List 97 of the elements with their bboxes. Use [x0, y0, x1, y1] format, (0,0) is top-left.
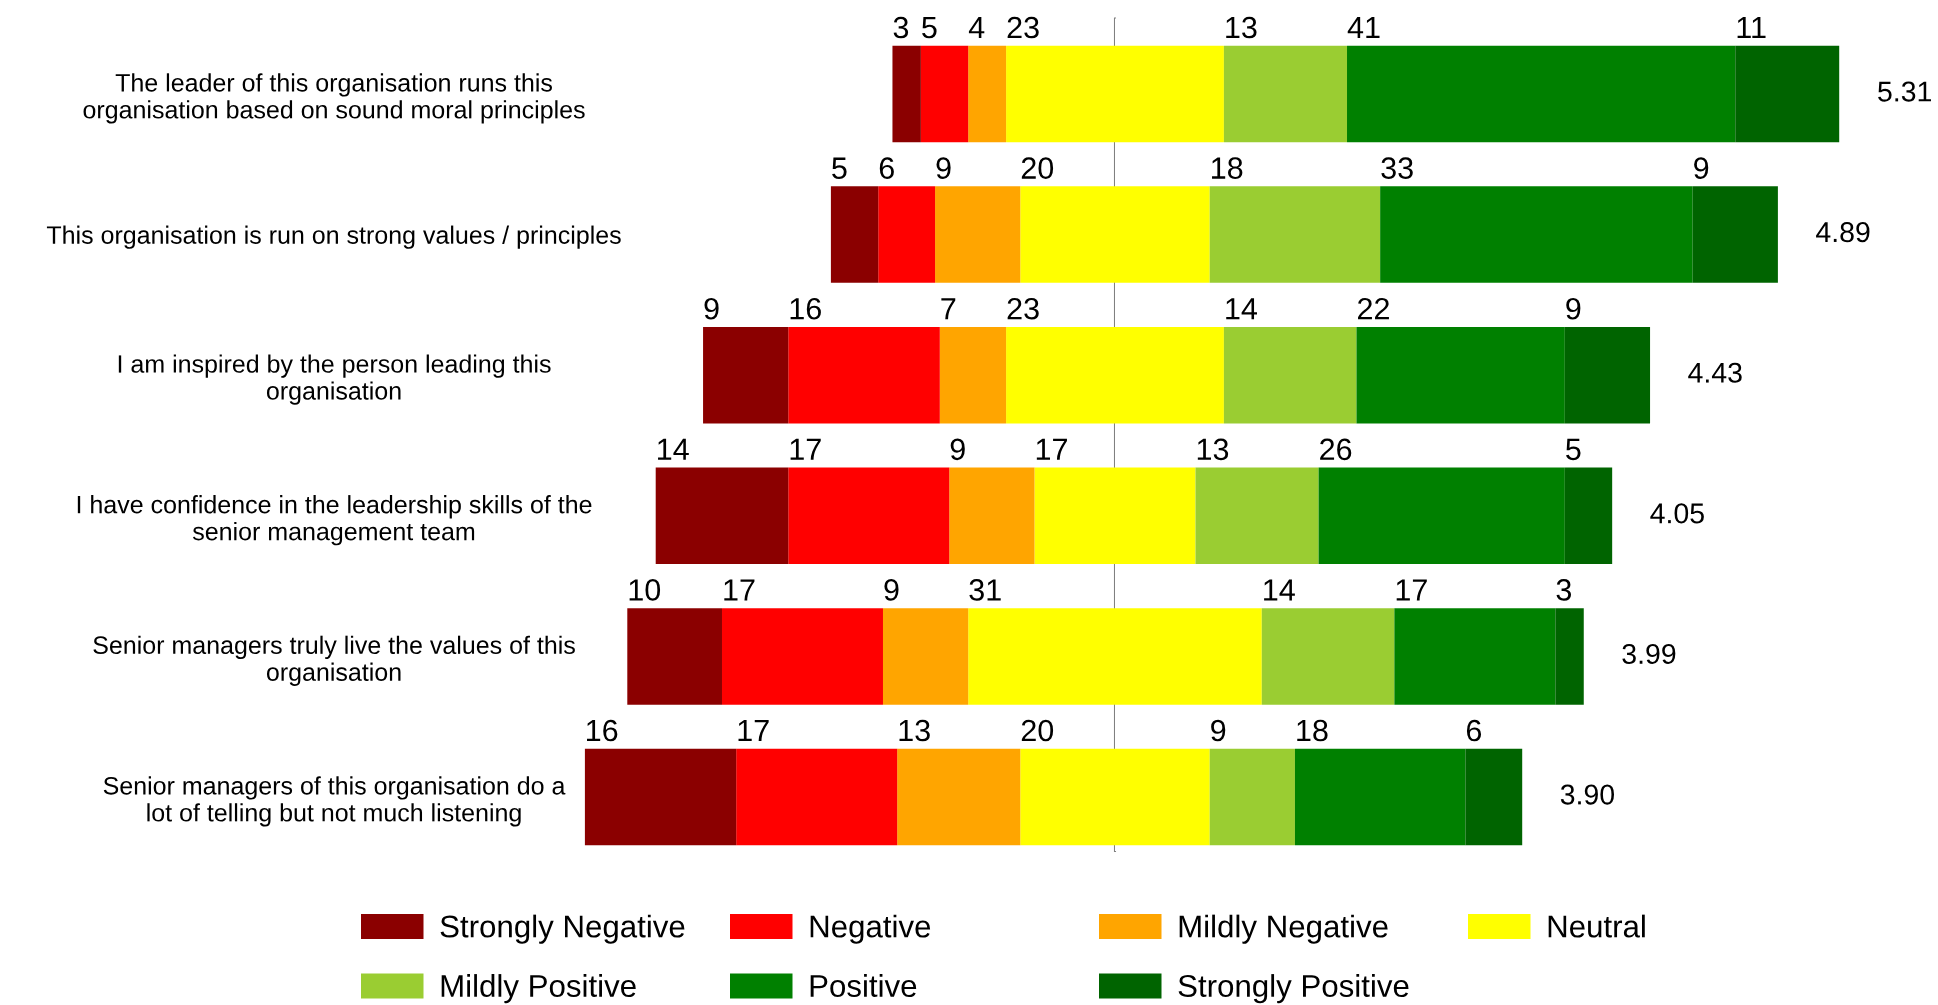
legend-label: Mildly Negative — [1179, 914, 1388, 944]
data-label: 6 — [1466, 719, 1482, 742]
y-tick-label: I am inspired by the person leading this organisation — [118, 354, 551, 405]
bar — [1380, 186, 1693, 283]
data-label: 33 — [1381, 157, 1413, 179]
bar — [736, 748, 898, 846]
data-label: 5 — [922, 17, 937, 39]
legend-label: Negative — [810, 914, 931, 944]
data-label: 14 — [1264, 579, 1295, 601]
data-label: 9 — [1694, 157, 1709, 179]
bar — [1209, 748, 1295, 846]
annotation: 23 — [1007, 16, 1039, 39]
data-label: 18 — [1212, 157, 1243, 179]
data-label: 17 — [1396, 579, 1427, 601]
bar — [897, 748, 1021, 846]
data-label: 13 — [899, 719, 930, 742]
data-label: 17 — [738, 720, 769, 742]
data-label: 3 — [1556, 579, 1572, 601]
data-label: 16 — [790, 297, 821, 320]
bar — [878, 186, 936, 283]
y-tick-label: Senior managers of this organisation do a lot of telling but not much listening — [103, 776, 566, 827]
bar — [788, 326, 940, 424]
data-label: 14 — [1226, 298, 1257, 320]
y-tick-label: I have confidence in the leadership skills of the senior management team — [77, 495, 592, 546]
data-label: 7 — [941, 298, 956, 320]
y-tick-label: The leader of this organisation runs this organisation based on sound moral principles — [83, 73, 585, 124]
data-label: 26 — [1320, 438, 1352, 461]
data-label: 4 — [968, 17, 985, 39]
y-tick-label: Senior managers truly live the values of this organisation — [93, 635, 575, 686]
data-label: 9 — [1566, 297, 1581, 320]
bar — [968, 45, 1007, 143]
bar — [935, 186, 1021, 283]
annotation: 31 — [969, 579, 1001, 601]
bar — [1465, 748, 1523, 846]
data-label: 9 — [704, 297, 719, 320]
bar — [1261, 608, 1395, 705]
bar — [939, 326, 1007, 424]
bar — [584, 748, 737, 846]
text: 5.31 — [1878, 81, 1931, 102]
data-label: 5 — [832, 157, 847, 179]
bar — [830, 186, 879, 283]
legend-label: Neutral — [1548, 914, 1645, 938]
bar — [655, 467, 789, 565]
data-label: 13 — [1226, 16, 1257, 39]
annotation: 4.43 — [1688, 362, 1742, 383]
data-label: 6 — [879, 157, 894, 179]
data-label: 3 — [893, 16, 909, 39]
annotation: 20 — [1021, 719, 1054, 742]
data-label: 10 — [629, 579, 661, 601]
data-label: 11 — [1737, 17, 1766, 39]
bar — [1223, 326, 1357, 424]
bar — [1223, 45, 1348, 143]
bar — [1195, 467, 1319, 565]
data-label: 41 — [1347, 17, 1380, 39]
bar — [892, 45, 921, 143]
annotation: 4.05 — [1650, 503, 1704, 524]
annotation: 23 — [1007, 297, 1039, 320]
data-label: 17 — [790, 438, 821, 460]
data-label: 9 — [1211, 719, 1226, 742]
annotation: 3.90 — [1560, 784, 1615, 805]
annotation: 3.99 — [1622, 643, 1676, 665]
data-label: 22 — [1358, 297, 1389, 320]
data-label: 14 — [658, 438, 689, 460]
bar — [1318, 467, 1565, 565]
data-label: 5 — [1566, 438, 1581, 461]
data-label: 9 — [884, 579, 899, 601]
bar — [703, 326, 789, 424]
annotation: 17 — [1036, 438, 1067, 460]
bar — [1564, 467, 1613, 565]
bar — [1555, 608, 1584, 705]
bar — [1347, 45, 1736, 143]
data-label: 18 — [1297, 719, 1328, 742]
data-label: 16 — [587, 719, 618, 742]
bar — [949, 467, 1035, 565]
data-label: 13 — [1197, 438, 1229, 461]
bar — [1394, 608, 1556, 705]
legend-label: Positive — [810, 974, 917, 998]
annotation: 4.89 — [1816, 222, 1870, 243]
bar — [920, 45, 969, 143]
bar — [788, 467, 950, 565]
bar — [1209, 186, 1381, 283]
bar — [1564, 326, 1651, 424]
data-label: 9 — [936, 157, 951, 179]
bar — [1294, 748, 1466, 846]
legend-label: Mildly Positive — [441, 974, 636, 1004]
legend-label: Strongly Negative — [440, 914, 685, 944]
bar — [722, 608, 883, 705]
annotation: 20 — [1021, 157, 1054, 179]
bar — [627, 608, 722, 705]
bar — [882, 608, 969, 705]
data-label: 9 — [950, 438, 965, 461]
bar — [1735, 45, 1840, 143]
legend-label: Strongly Positive — [1178, 974, 1409, 1004]
y-tick-label: This organisation is run on strong values / principles — [46, 225, 621, 249]
data-label: 17 — [724, 579, 755, 601]
bar — [1356, 326, 1565, 424]
bar — [1692, 186, 1778, 283]
